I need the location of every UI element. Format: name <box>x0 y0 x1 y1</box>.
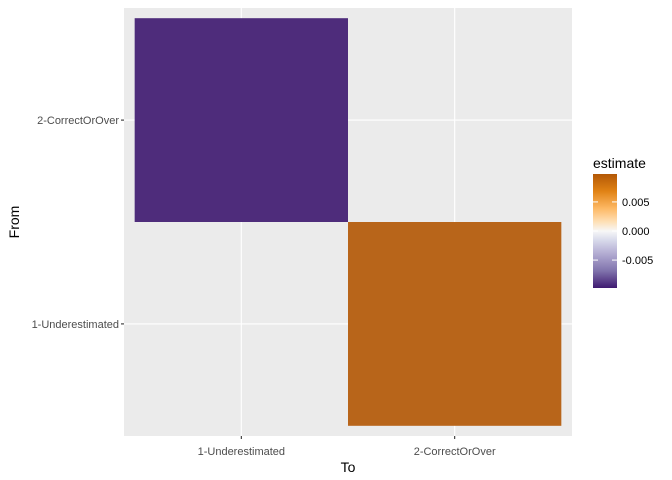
legend: estimate 0.005 0.000 -0.005 <box>593 155 653 288</box>
x-axis-ticks: 1-Underestimated 2-CorrectOrOver <box>198 436 496 458</box>
heatmap-cell-1 <box>348 222 562 426</box>
legend-tick-label-1: 0.000 <box>622 226 650 238</box>
legend-tick-label-2: -0.005 <box>622 255 653 267</box>
legend-title: estimate <box>593 155 646 171</box>
x-axis-title: To <box>341 459 356 475</box>
y-axis-ticks: 1-Underestimated 2-CorrectOrOver <box>32 115 124 331</box>
y-tick-label-0: 1-Underestimated <box>32 319 119 331</box>
y-axis-title: From <box>6 206 22 239</box>
x-tick-label-1: 2-CorrectOrOver <box>414 446 496 458</box>
y-tick-label-1: 2-CorrectOrOver <box>37 115 119 127</box>
heatmap-cell-0 <box>134 18 348 222</box>
heatmap-cells <box>134 18 562 426</box>
x-tick-label-0: 1-Underestimated <box>198 446 285 458</box>
legend-ticks: 0.005 0.000 -0.005 <box>593 197 653 267</box>
legend-tick-label-0: 0.005 <box>622 197 650 209</box>
